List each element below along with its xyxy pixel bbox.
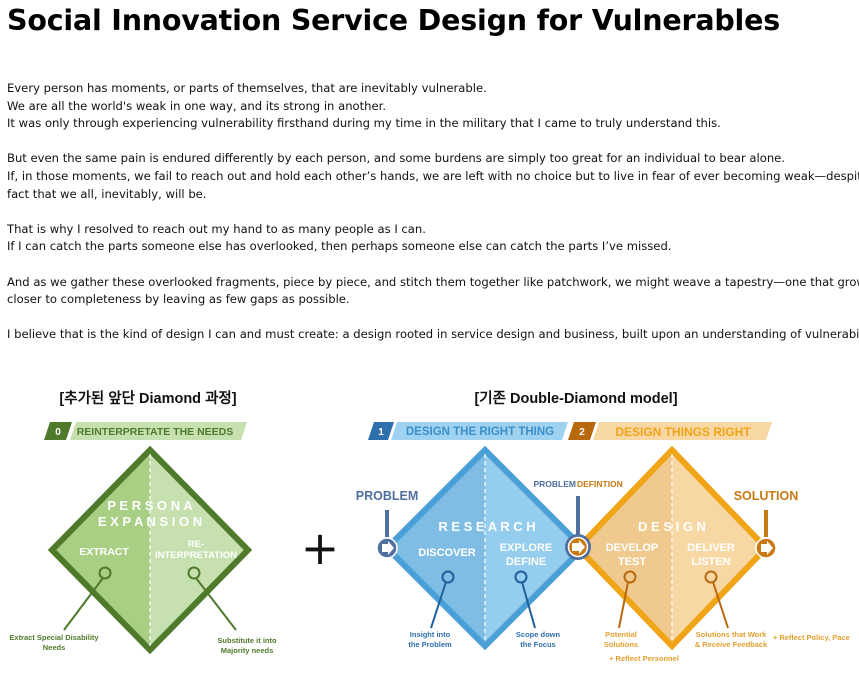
paragraph-2: But even the same pain is endured differ… bbox=[7, 150, 859, 203]
stage1-number-box bbox=[368, 422, 394, 440]
stage0-banner bbox=[70, 422, 247, 440]
reinterp-node bbox=[187, 566, 201, 580]
diamond-diagram: [추가된 앞단 Diamond 과정] [기존 Double-Diamond m… bbox=[9, 389, 850, 663]
solution-label: SOLUTION bbox=[734, 489, 799, 503]
design-diamond-left bbox=[578, 450, 672, 646]
design-deliver: DELIVER bbox=[687, 542, 735, 554]
text-line: closer to completeness by leaving as few… bbox=[7, 292, 350, 307]
text-line: I believe that is the kind of design I c… bbox=[7, 327, 859, 342]
page-title: Social Innovation Service Design for Vul… bbox=[7, 4, 781, 37]
text-line: It was only through experiencing vulnera… bbox=[7, 116, 721, 131]
persona-diamond-border bbox=[47, 445, 253, 655]
research-title: R E S E A R C H bbox=[438, 519, 535, 534]
reinterp-leader bbox=[195, 577, 237, 631]
problem-arrow-icon bbox=[382, 541, 394, 555]
deliver-leader bbox=[712, 581, 729, 629]
note-reflect-personnel: + Reflect Personnel bbox=[609, 654, 679, 663]
note-scope-1: Scope down bbox=[516, 630, 561, 639]
note-extract-special-2: Needs bbox=[43, 643, 66, 652]
persona-reinterp-2: INTERPRETATION bbox=[155, 550, 237, 561]
design-test: TEST bbox=[618, 556, 646, 568]
stage1-label: DESIGN THE RIGHT THING bbox=[406, 426, 554, 438]
note-potential-2: Solutions bbox=[604, 640, 638, 649]
stage1-banner bbox=[391, 422, 568, 440]
text-line: That is why I resolved to reach out my h… bbox=[7, 221, 426, 236]
diamond-figure: [추가된 앞단 Diamond 과정] [기존 Double-Diamond m… bbox=[0, 380, 859, 680]
develop-leader bbox=[618, 581, 629, 629]
right-heading: [기존 Double-Diamond model] bbox=[474, 390, 677, 407]
persona-reinterp-1: RE- bbox=[188, 539, 204, 550]
solution-arrow-icon bbox=[761, 541, 773, 555]
text-line: But even the same pain is endured differ… bbox=[7, 151, 785, 166]
stage2-number-box bbox=[568, 422, 596, 440]
discover-node bbox=[441, 570, 455, 584]
stage1-number: 1 bbox=[378, 427, 384, 438]
note-substitute-1: Substitute it into bbox=[217, 636, 277, 645]
stage0-number: 0 bbox=[55, 427, 61, 438]
research-discover: DISCOVER bbox=[418, 547, 476, 559]
text-line: We are all the world's weak in one way, … bbox=[7, 98, 387, 113]
stage0-label: REINTERPRETATE THE NEEDS bbox=[77, 426, 234, 438]
persona-title-1: P E R S O N A bbox=[107, 498, 193, 513]
problem-def-arrow-icon bbox=[572, 540, 585, 554]
design-diamond-right bbox=[672, 450, 766, 646]
paragraph-4: And as we gather these overlooked fragme… bbox=[7, 274, 859, 309]
paragraph-5: I believe that is the kind of design I c… bbox=[7, 326, 859, 344]
persona-diamond-left bbox=[52, 450, 150, 650]
deliver-node bbox=[704, 570, 718, 584]
define-leader bbox=[521, 581, 536, 629]
problem-def-label-a: PROBLEM bbox=[534, 479, 577, 489]
design-diamond-border bbox=[573, 445, 771, 651]
extract-node bbox=[98, 566, 112, 580]
note-reflect-policy: + Reflect Policy, Pace bbox=[773, 633, 850, 642]
extract-leader bbox=[63, 577, 104, 631]
develop-node bbox=[623, 570, 637, 584]
research-explore: EXPLORE bbox=[500, 542, 553, 554]
note-insight-1: Insight into bbox=[410, 630, 451, 639]
note-solutions-work-2: & Receive Feedback bbox=[695, 640, 768, 649]
paragraph-1: Every person has moments, or parts of th… bbox=[7, 80, 859, 133]
left-heading: [추가된 앞단 Diamond 과정] bbox=[59, 389, 236, 407]
research-define: DEFINE bbox=[506, 556, 546, 568]
note-insight-2: the Problem bbox=[408, 640, 452, 649]
paragraph-3: That is why I resolved to reach out my h… bbox=[7, 221, 859, 256]
research-diamond-left bbox=[387, 450, 485, 646]
define-node bbox=[514, 570, 528, 584]
stage2-banner bbox=[593, 422, 772, 440]
stage2-label: DESIGN THINGS RIGHT bbox=[615, 425, 751, 439]
text-line: And as we gather these overlooked fragme… bbox=[7, 274, 859, 289]
plus-sign: + bbox=[301, 521, 340, 575]
design-title: D E S I G N bbox=[638, 519, 706, 534]
note-scope-2: the Focus bbox=[520, 640, 555, 649]
design-develop: DEVELOP bbox=[606, 542, 659, 554]
persona-title-2: E X P A N S I O N bbox=[98, 514, 202, 529]
text-line: If I can catch the parts someone else ha… bbox=[7, 239, 672, 254]
design-listen: LISTEN bbox=[691, 556, 730, 568]
stage0-number-box bbox=[44, 422, 72, 440]
discover-leader bbox=[430, 581, 447, 629]
note-solutions-work-1: Solutions that Work bbox=[696, 630, 768, 639]
text-line: Every person has moments, or parts of th… bbox=[7, 81, 487, 95]
problem-def-label-b: DEFINTION bbox=[577, 479, 623, 489]
research-diamond-right bbox=[485, 450, 583, 646]
text-line: If, in those moments, we fail to reach o… bbox=[7, 168, 859, 183]
persona-extract: EXTRACT bbox=[79, 546, 129, 558]
research-diamond-border bbox=[382, 445, 588, 651]
problem-label: PROBLEM bbox=[356, 489, 419, 503]
persona-diamond-right bbox=[150, 450, 248, 650]
note-extract-special-1: Extract Special Disability bbox=[9, 633, 99, 642]
note-potential-1: Potential bbox=[605, 630, 637, 639]
stage2-number: 2 bbox=[579, 427, 585, 438]
note-substitute-2: Majority needs bbox=[221, 646, 274, 655]
intro-text: Every person has moments, or parts of th… bbox=[7, 80, 859, 362]
text-line: fact that we all, inevitably, will be. bbox=[7, 186, 207, 201]
